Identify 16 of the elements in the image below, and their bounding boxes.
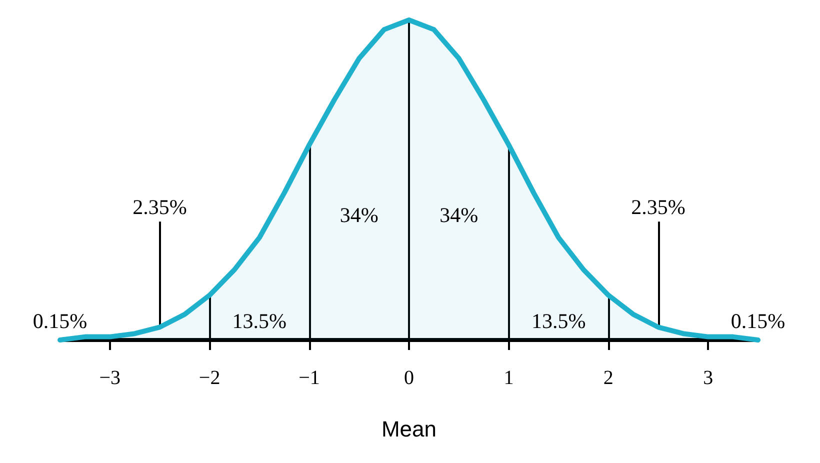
- x-tick-label: 0: [404, 367, 414, 389]
- x-tick-label: −2: [198, 367, 220, 389]
- annotation: 13.5%: [531, 308, 586, 333]
- x-axis-title: Mean: [381, 416, 437, 442]
- x-tick-label: 2: [603, 367, 614, 389]
- annotation: 0.15%: [32, 308, 88, 333]
- annotation: 34%: [340, 203, 378, 228]
- x-tick-label: 1: [504, 367, 514, 389]
- annotation: 2.35%: [132, 195, 187, 220]
- annotation: 34%: [440, 203, 478, 228]
- x-tick-label: −1: [298, 367, 320, 389]
- annotation: 2.35%: [631, 195, 686, 220]
- x-tick-label: 3: [703, 367, 714, 389]
- annotation: 13.5%: [232, 308, 287, 333]
- x-tick-label: −3: [99, 367, 120, 389]
- annotation: 0.15%: [730, 308, 786, 333]
